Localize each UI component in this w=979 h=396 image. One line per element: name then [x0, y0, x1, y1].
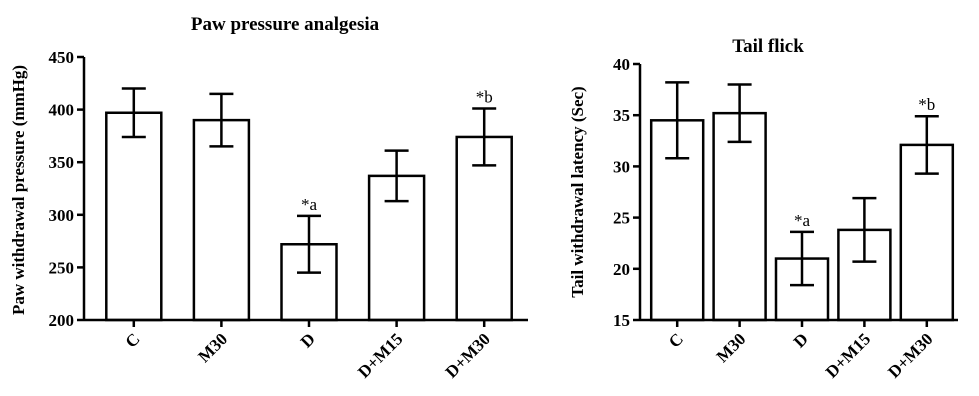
category-label: D+M15 [354, 329, 406, 381]
category-label: C [122, 329, 144, 351]
category-label: D+M30 [884, 329, 936, 381]
category-label: D+M30 [442, 329, 494, 381]
bars: *a *b [105, 87, 513, 322]
y-tick-label: 25 [613, 209, 630, 228]
significance-label: *b [918, 95, 935, 114]
bar [105, 111, 163, 322]
y-ticks: 15 20 25 30 35 40 [613, 55, 640, 330]
y-tick-label: 15 [613, 311, 630, 330]
y-tick-label: 40 [613, 55, 630, 74]
significance-label: *b [476, 88, 493, 107]
y-axis-label: Paw withdrawal pressure (mmHg) [9, 65, 28, 315]
y-ticks: 200 250 300 350 400 450 [49, 48, 84, 330]
chart-tail-flick: Tail flick Tail withdrawal latency (Sec)… [568, 36, 958, 382]
category-label: M30 [713, 329, 750, 366]
y-tick-label: 20 [613, 260, 630, 279]
category-label: D+M15 [822, 329, 874, 381]
category-labels: C M30 D D+M15 D+M30 [122, 329, 495, 381]
bar [192, 118, 251, 322]
bars: *a *b [649, 81, 955, 322]
bar [712, 111, 767, 322]
y-tick-label: 450 [49, 48, 75, 67]
axes [82, 57, 528, 327]
category-label: C [665, 329, 687, 351]
y-tick-label: 30 [613, 157, 630, 176]
significance-label: *a [794, 211, 811, 230]
y-tick-label: 35 [613, 106, 630, 125]
chart-title: Paw pressure analgesia [191, 14, 380, 35]
axes [638, 64, 958, 327]
significance-label: *a [301, 195, 318, 214]
chart-title: Tail flick [732, 36, 804, 57]
y-tick-label: 250 [49, 258, 75, 277]
category-label: M30 [194, 329, 231, 366]
chart-paw-pressure: Paw pressure analgesia Paw withdrawal pr… [9, 14, 528, 382]
y-tick-label: 400 [49, 101, 75, 120]
category-labels: C M30 D D+M15 D+M30 [665, 329, 937, 381]
y-tick-label: 350 [49, 153, 75, 172]
y-tick-label: 200 [49, 311, 75, 330]
y-tick-label: 300 [49, 206, 75, 225]
category-label: D [297, 329, 319, 351]
category-label: D [790, 329, 812, 351]
y-axis-label: Tail withdrawal latency (Sec) [568, 86, 587, 297]
